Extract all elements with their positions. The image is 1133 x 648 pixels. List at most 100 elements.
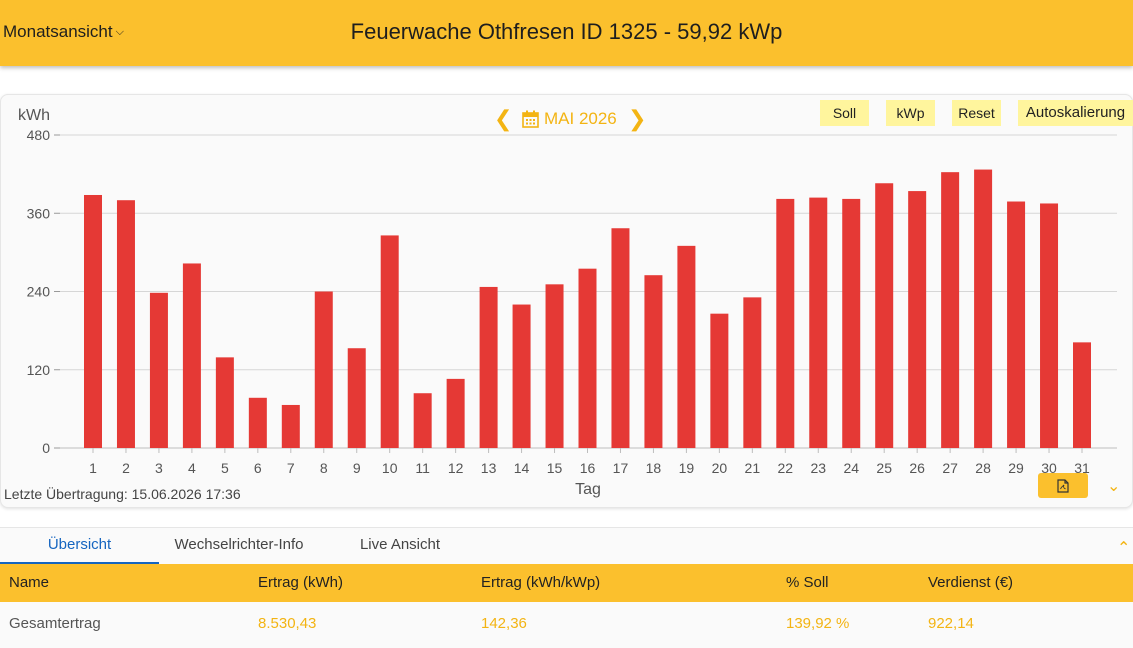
x-tick-label: 12 [448,460,464,476]
x-tick-label: 26 [909,460,925,476]
soll-button[interactable]: Soll [820,100,869,126]
x-tick-label: 24 [843,460,859,476]
column-header-yield-kwh: Ertrag (kWh) [258,574,344,591]
x-tick-label: 6 [254,460,262,476]
bar [908,191,927,448]
bar [116,200,135,448]
x-tick-label: 29 [1008,460,1024,476]
pdf-file-icon [1057,478,1069,493]
y-tick-label: 240 [27,284,51,300]
reset-button[interactable]: Reset [952,100,1001,126]
x-tick-label: 19 [679,460,695,476]
bar [479,286,498,448]
bar [941,172,960,448]
view-mode-dropdown[interactable]: Monatsansicht ⌵ [3,22,124,42]
x-tick-label: 3 [155,460,163,476]
chevron-down-icon: ⌵ [115,26,124,38]
bar [677,245,696,448]
x-tick-label: 7 [287,460,295,476]
x-tick-label: 31 [1074,460,1090,476]
table-row: Gesamtertrag 8.530,43 142,36 139,92 % 92… [0,604,1133,644]
y-tick-label: 480 [27,127,51,143]
x-axis-title: Tag [575,481,601,498]
x-tick-label: 27 [942,460,958,476]
x-tick-label: 28 [975,460,991,476]
month-navigator: ❮ MAI 2026 ❯ [494,108,646,130]
y-tick-label: 120 [27,362,51,378]
bar [84,194,102,448]
autoscale-button[interactable]: Autoskalierung [1018,100,1133,126]
x-tick-label: 14 [514,460,530,476]
row-name: Gesamtertrag [9,615,101,632]
column-header-yield-kwh-kwp: Ertrag (kWh/kWp) [481,574,601,591]
bar [875,183,894,449]
y-tick-label: 0 [42,440,50,456]
x-tick-label: 11 [415,460,430,476]
tab-overview[interactable]: Übersicht [47,536,112,553]
bar [215,357,234,448]
x-tick-label: 1 [89,460,97,476]
column-header-earnings: Verdienst (€) [928,574,1014,591]
bar [644,275,663,448]
chevron-down-icon[interactable]: ⌄ [1107,478,1121,495]
bar [1073,342,1091,448]
x-tick-label: 22 [778,460,794,476]
row-yield-kwh: 8.530,43 [258,615,317,632]
bar [809,197,828,448]
bar [1007,201,1026,448]
bar [314,291,333,448]
calendar-icon[interactable] [522,110,539,128]
table-header: Name Ertrag (kWh) Ertrag (kWh/kWp) % Sol… [0,564,1133,602]
top-app-bar: Monatsansicht ⌵ Feuerwache Othfresen ID 1… [0,0,1133,66]
tab-inverter-info[interactable]: Wechselrichter-Info [174,536,304,553]
row-percent-target: 139,92 % [786,615,850,632]
details-panel: Übersicht Wechselrichter-Info Live Ansic… [0,527,1133,648]
bar [182,263,201,448]
kwp-button[interactable]: kWp [886,100,935,126]
y-tick-label: 360 [27,205,51,221]
chevron-up-icon[interactable]: ⌃ [1117,540,1131,557]
bar [380,235,399,448]
column-header-name: Name [9,574,50,591]
bar [149,292,168,448]
tab-live-view[interactable]: Live Ansicht [359,536,441,553]
row-yield-kwh-kwp: 142,36 [481,615,527,632]
page-title: Feuerwache Othfresen ID 1325 - 59,92 kWp [350,19,783,44]
bar [578,268,597,448]
bar [446,378,465,448]
x-tick-label: 10 [382,460,398,476]
x-tick-label: 4 [188,460,196,476]
next-month-button[interactable]: ❯ [628,106,647,131]
bar [776,198,795,448]
bar [347,348,366,448]
last-transfer-text: Letzte Übertragung: 15.06.2026 17:36 [4,486,241,502]
current-month-label[interactable]: MAI 2026 [544,109,617,128]
x-tick-label: 18 [646,460,662,476]
bar [710,313,729,448]
x-tick-label: 15 [547,460,563,476]
x-tick-label: 30 [1041,460,1057,476]
view-mode-label: Monatsansicht [3,22,113,41]
bar [545,284,564,448]
x-tick-label: 9 [353,460,361,476]
x-tick-label: 20 [712,460,728,476]
bar [248,397,267,448]
bar [413,393,432,448]
y-axis-unit: kWh [18,107,50,124]
bar [281,404,300,448]
x-tick-label: 25 [876,460,892,476]
pdf-export-button[interactable] [1038,473,1088,498]
x-tick-label: 2 [122,460,130,476]
bar [611,228,630,448]
x-tick-label: 17 [613,460,629,476]
bar [743,297,762,448]
x-tick-label: 8 [320,460,328,476]
column-header-percent-target: % Soll [786,574,829,591]
x-tick-label: 13 [481,460,497,476]
x-tick-label: 16 [580,460,596,476]
bar [842,198,861,448]
previous-month-button[interactable]: ❮ [494,106,513,131]
row-earnings: 922,14 [928,615,974,632]
x-tick-label: 21 [745,460,761,476]
